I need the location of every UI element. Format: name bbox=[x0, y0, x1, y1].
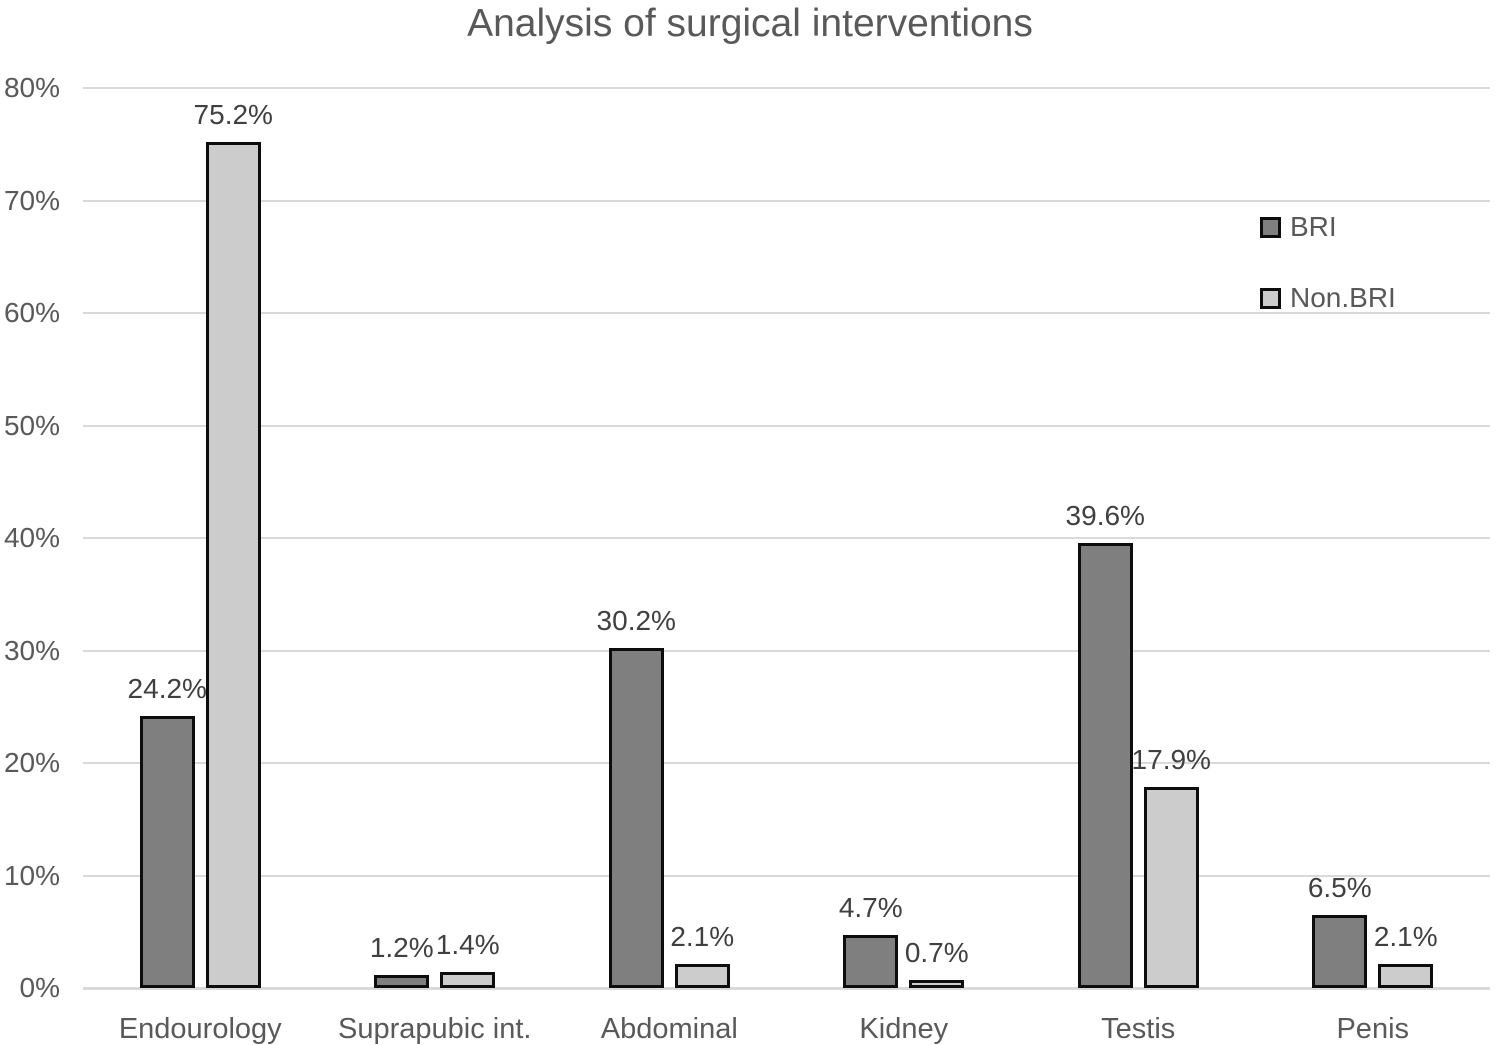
x-category-label-kidney: Kidney bbox=[859, 1013, 949, 1045]
bar-bri-penis bbox=[1312, 914, 1368, 988]
gridline-40 bbox=[83, 537, 1490, 539]
gridline-30 bbox=[83, 649, 1490, 652]
gridline-80 bbox=[83, 87, 1490, 89]
gridline-20 bbox=[83, 762, 1490, 764]
y-tick-label-70: 70% bbox=[3, 184, 60, 216]
bar-non-bri-endourology bbox=[205, 142, 261, 988]
data-label-bri-penis: 6.5% bbox=[1307, 871, 1372, 903]
gridline-70 bbox=[83, 199, 1490, 202]
bar-non-bri-testis bbox=[1143, 786, 1199, 988]
x-category-label-abdominal: Abdominal bbox=[600, 1013, 738, 1045]
data-label-non-bri-kidney: 0.7% bbox=[904, 937, 969, 969]
gridline-50 bbox=[83, 424, 1490, 427]
legend-swatch-bri bbox=[1260, 216, 1281, 238]
legend: BRI Non.BRI bbox=[1260, 213, 1396, 312]
y-tick-label-80: 80% bbox=[3, 72, 60, 103]
x-category-label-suprapubic-int: Suprapubic int. bbox=[338, 1013, 532, 1045]
x-category-label-testis: Testis bbox=[1101, 1013, 1176, 1045]
legend-item-bri: BRI bbox=[1260, 213, 1396, 241]
legend-item-non-bri: Non.BRI bbox=[1260, 284, 1396, 312]
data-label-non-bri-abdominal: 2.1% bbox=[670, 921, 735, 953]
bar-bri-testis bbox=[1077, 542, 1133, 988]
legend-swatch-non-bri bbox=[1260, 287, 1281, 309]
legend-label-bri: BRI bbox=[1290, 211, 1337, 242]
data-label-bri-abdominal: 30.2% bbox=[596, 605, 676, 637]
bar-bri-endourology bbox=[139, 715, 195, 988]
data-label-bri-suprapubic-int: 1.2% bbox=[369, 931, 434, 963]
y-tick-label-20: 20% bbox=[3, 747, 60, 778]
bar-bri-abdominal bbox=[608, 648, 664, 988]
y-tick-label-50: 50% bbox=[3, 409, 60, 441]
data-label-non-bri-endourology: 75.2% bbox=[193, 99, 273, 130]
bar-bri-suprapubic-int bbox=[374, 974, 430, 988]
x-axis-line bbox=[83, 987, 1490, 990]
data-label-non-bri-suprapubic-int: 1.4% bbox=[435, 929, 500, 961]
gridline-10 bbox=[83, 874, 1490, 877]
y-tick-label-30: 30% bbox=[3, 634, 60, 666]
y-tick-label-10: 10% bbox=[3, 859, 60, 891]
data-label-bri-testis: 39.6% bbox=[1065, 499, 1145, 531]
data-label-non-bri-penis: 2.1% bbox=[1373, 921, 1438, 953]
x-category-label-endourology: Endourology bbox=[118, 1013, 282, 1045]
y-tick-label-0: 0% bbox=[19, 972, 60, 1003]
gridline-60 bbox=[83, 312, 1490, 314]
legend-label-non-bri: Non.BRI bbox=[1290, 282, 1396, 313]
bar-non-bri-penis bbox=[1378, 964, 1434, 988]
y-tick-label-60: 60% bbox=[3, 297, 60, 328]
bar-non-bri-abdominal bbox=[674, 964, 730, 988]
chart-title: Analysis of surgical interventions bbox=[467, 2, 1033, 45]
bar-non-bri-suprapubic-int bbox=[440, 972, 496, 988]
y-tick-label-40: 40% bbox=[3, 522, 60, 553]
bar-bri-kidney bbox=[843, 935, 899, 988]
x-category-label-penis: Penis bbox=[1336, 1013, 1410, 1045]
data-label-bri-endourology: 24.2% bbox=[127, 672, 207, 704]
bar-non-bri-kidney bbox=[909, 980, 965, 988]
data-label-bri-kidney: 4.7% bbox=[838, 892, 903, 924]
data-label-non-bri-testis: 17.9% bbox=[1131, 743, 1211, 775]
